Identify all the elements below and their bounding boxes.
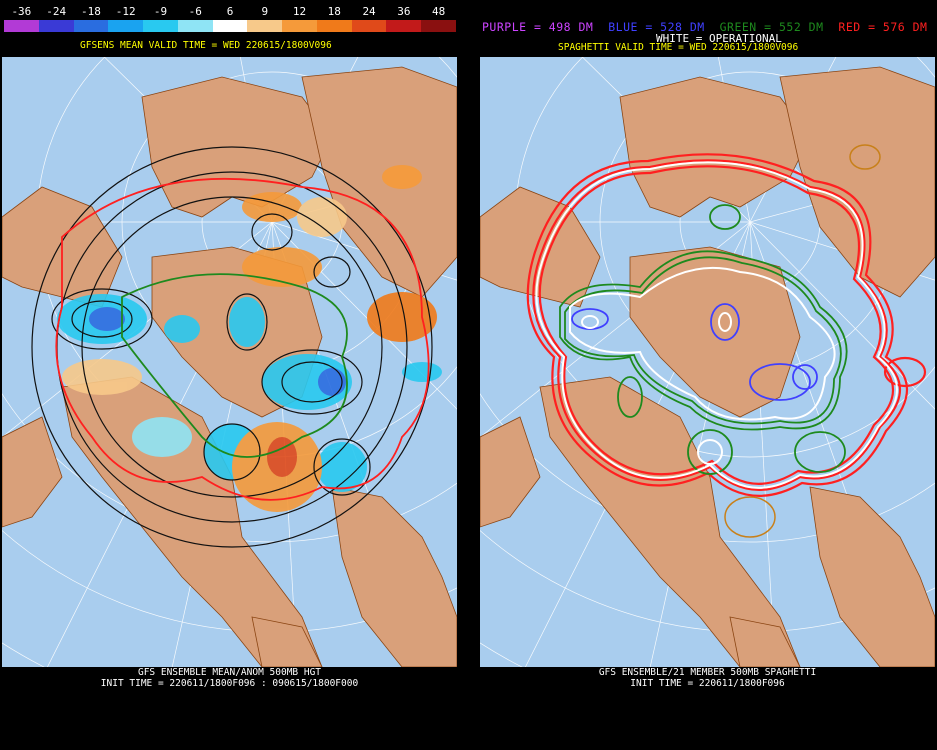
colorbar-swatch — [282, 20, 317, 32]
colorbar-swatch — [316, 20, 352, 32]
colorbar-label: 9 — [261, 5, 269, 18]
ensemble-mean-panel: -36 -24 -18 -12 -9 -6 6 9 12 18 24 36 48 GFSENS MEAN… — [0, 0, 460, 750]
height-anomaly-fills — [57, 165, 442, 512]
spaghetti-green-552 — [559, 204, 848, 475]
spaghetti-legend: PURPLE = 498 DM BLUE = 528 DM GREEN = 55… — [482, 20, 934, 34]
spaghetti-map-svg — [480, 57, 935, 667]
colorbar-label: -18 — [80, 5, 101, 18]
spaghetti-white-operational — [535, 161, 898, 489]
colorbar-label: 18 — [327, 5, 341, 18]
552-dm-contour — [121, 273, 348, 458]
panel-divider — [460, 0, 478, 750]
mean-footer-line2: INIT TIME = 220611/1800F096 : 090615/180… — [100, 678, 359, 689]
legend-purple: PURPLE = 498 DM — [482, 20, 594, 34]
spaghetti-panel: PURPLE = 498 DM BLUE = 528 DM GREEN = 55… — [478, 0, 937, 750]
mean-map-svg — [2, 57, 457, 667]
colorbar-label: -6 — [188, 5, 202, 18]
colorbar-label: -24 — [46, 5, 67, 18]
legend-red: RED = 576 DM — [838, 20, 928, 34]
land-masses — [480, 66, 935, 667]
colorbar-swatch — [73, 20, 109, 32]
spaghetti-blue-528 — [571, 303, 818, 401]
spaghetti-extra-contours — [724, 144, 881, 538]
colorbar-swatch — [108, 20, 144, 32]
height-contours — [31, 146, 433, 548]
colorbar-swatch — [38, 20, 74, 32]
colorbar-label: -36 — [11, 5, 32, 18]
colorbar-label: 48 — [431, 5, 446, 18]
legend-green: GREEN = 552 DM — [719, 20, 824, 34]
colorbar-label: -12 — [115, 5, 136, 18]
colorbar-label: 24 — [362, 5, 376, 18]
mean-anomaly-map — [2, 57, 457, 667]
576-dm-contour — [55, 177, 430, 501]
mean-footer-line1: GFS ENSEMBLE MEAN/ANOM 500MB HGT — [137, 667, 322, 678]
colorbar-label: -9 — [153, 5, 168, 18]
spaghetti-footer-line1: GFS ENSEMBLE/21 MEMBER 500MB SPAGHETTI — [598, 667, 817, 678]
legend-blue: BLUE = 528 DM — [608, 20, 705, 34]
colorbar-label: 36 — [397, 5, 411, 18]
colorbar-swatch — [421, 20, 456, 32]
colorbar-label: 6 — [226, 5, 234, 18]
colorbar-label: 12 — [292, 5, 307, 18]
colorbar-swatch — [247, 20, 283, 32]
colorbar-labels: -36 -24 -18 -12 -9 -6 6 9 12 18 24 36 48 — [4, 5, 456, 19]
colorbar-swatch — [386, 20, 422, 32]
colorbar-swatch — [143, 20, 178, 32]
spaghetti-red-576 — [526, 153, 927, 497]
legend-white: WHITE = OPERATIONAL — [656, 32, 782, 45]
spaghetti-footer-line2: INIT TIME = 220611/1800F096 — [630, 678, 785, 689]
colorbar-swatch — [4, 20, 39, 32]
spaghetti-panel-title: SPAGHETTI VALID TIME = WED 220615/1800V0… — [558, 42, 799, 53]
anomaly-colorbar — [4, 20, 456, 32]
colorbar-swatch — [212, 20, 248, 32]
colorbar-swatch — [177, 20, 213, 32]
colorbar-swatch — [351, 20, 387, 32]
mean-panel-title: GFSENS MEAN VALID TIME = WED 220615/1800… — [80, 40, 332, 51]
spaghetti-map — [480, 57, 935, 667]
